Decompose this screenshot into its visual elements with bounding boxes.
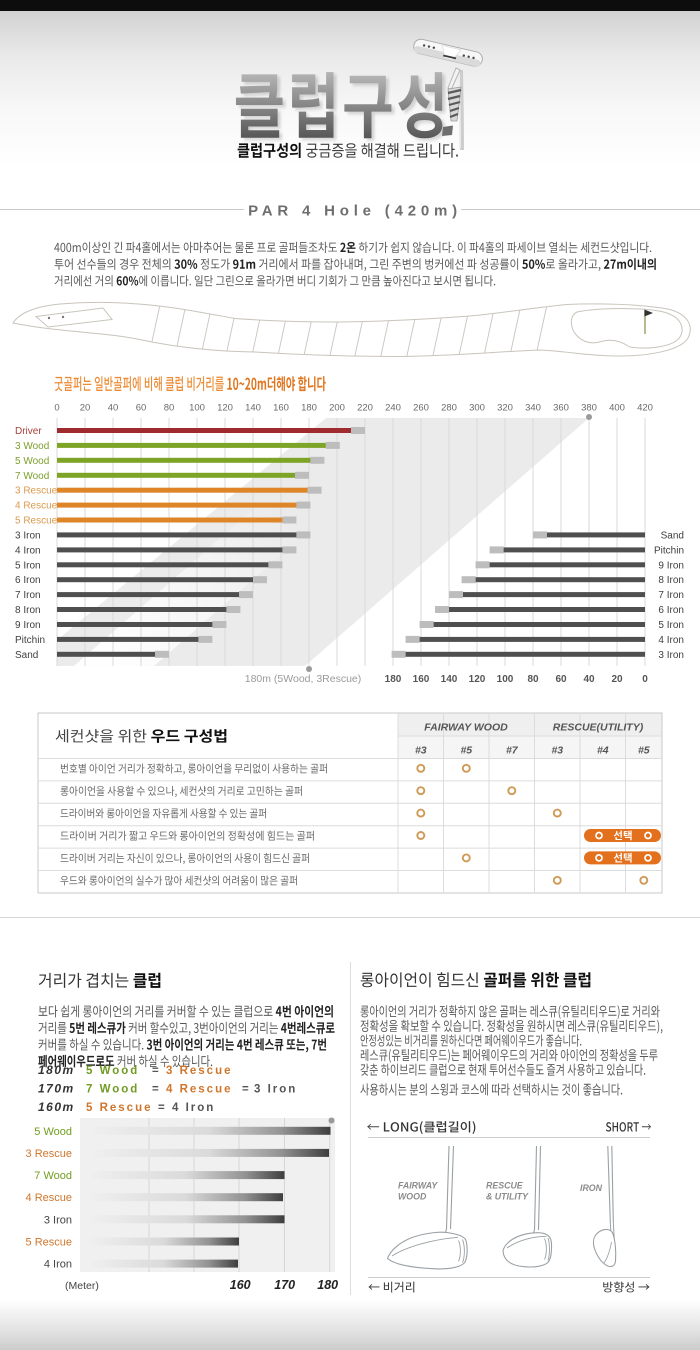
svg-text:#3: #3	[415, 745, 427, 757]
svg-text:340: 340	[525, 403, 541, 414]
svg-text:5 Wood: 5 Wood	[86, 1065, 139, 1077]
svg-text:=: =	[242, 1084, 249, 1096]
svg-text:FAIRWAY WOOD: FAIRWAY WOOD	[424, 722, 508, 734]
svg-text:240: 240	[385, 403, 401, 414]
svg-text:180: 180	[385, 674, 402, 685]
svg-text:3 Iron: 3 Iron	[44, 1214, 72, 1226]
svg-text:80: 80	[527, 674, 539, 685]
svg-text:4 Iron: 4 Iron	[15, 545, 41, 556]
svg-text:260: 260	[413, 403, 429, 414]
svg-text:200: 200	[329, 403, 345, 414]
svg-text:Pitchin: Pitchin	[654, 545, 684, 556]
svg-text:120: 120	[217, 403, 233, 414]
svg-text:4 Iron: 4 Iron	[658, 635, 684, 646]
svg-text:3 Iron: 3 Iron	[658, 650, 684, 661]
svg-text:360: 360	[553, 403, 569, 414]
svg-text:380: 380	[581, 403, 597, 414]
svg-text:140: 140	[245, 403, 261, 414]
svg-text:#3: #3	[551, 745, 563, 757]
svg-text:8 Iron: 8 Iron	[15, 605, 41, 616]
svg-text:7 Wood: 7 Wood	[34, 1170, 72, 1182]
svg-text:4 Iron: 4 Iron	[172, 1102, 215, 1114]
svg-text:320: 320	[497, 403, 513, 414]
svg-text:100: 100	[497, 674, 514, 685]
svg-text:3 Rescue: 3 Rescue	[166, 1065, 233, 1077]
svg-text:300: 300	[469, 403, 485, 414]
svg-text:5 Wood: 5 Wood	[15, 456, 49, 467]
svg-text:170m: 170m	[38, 1082, 75, 1096]
svg-text:0: 0	[642, 674, 648, 685]
svg-text:5 Rescue: 5 Rescue	[15, 516, 58, 527]
svg-text:0: 0	[54, 403, 59, 414]
svg-text:20: 20	[611, 674, 623, 685]
svg-text:7 Wood: 7 Wood	[86, 1084, 139, 1096]
svg-text:Driver: Driver	[15, 426, 42, 437]
svg-text:170: 170	[274, 1278, 295, 1292]
svg-text:#7: #7	[506, 745, 519, 757]
svg-text:140: 140	[441, 674, 458, 685]
svg-text:#4: #4	[597, 745, 609, 757]
svg-text:4 Iron: 4 Iron	[44, 1259, 72, 1271]
svg-text:Pitchin: Pitchin	[15, 635, 45, 646]
svg-text:60: 60	[136, 403, 147, 414]
svg-text:RESCUE: RESCUE	[486, 1181, 524, 1191]
svg-text:FAIRWAY: FAIRWAY	[398, 1181, 438, 1191]
svg-text:5 Rescue: 5 Rescue	[26, 1236, 72, 1248]
svg-text:3 Iron: 3 Iron	[254, 1084, 297, 1096]
svg-text:6 Iron: 6 Iron	[658, 605, 684, 616]
svg-text:160: 160	[273, 403, 289, 414]
svg-text:(Meter): (Meter)	[65, 1280, 99, 1292]
svg-text:40: 40	[108, 403, 119, 414]
svg-text:RESCUE(UTILITY): RESCUE(UTILITY)	[553, 722, 644, 734]
svg-text:4 Rescue: 4 Rescue	[166, 1084, 233, 1096]
svg-text:280: 280	[441, 403, 457, 414]
svg-text:9 Iron: 9 Iron	[658, 560, 684, 571]
svg-text:=: =	[152, 1065, 159, 1077]
svg-text:3 Wood: 3 Wood	[15, 441, 49, 452]
svg-text:160: 160	[230, 1278, 251, 1292]
svg-text:3 Rescue: 3 Rescue	[15, 486, 58, 497]
svg-text:180: 180	[301, 403, 317, 414]
svg-text:20: 20	[80, 403, 91, 414]
svg-text:60: 60	[555, 674, 567, 685]
svg-text:400: 400	[609, 403, 625, 414]
svg-text:#5: #5	[638, 745, 650, 757]
svg-text:40: 40	[583, 674, 595, 685]
svg-text:6 Iron: 6 Iron	[15, 575, 41, 586]
svg-text:5 Wood: 5 Wood	[34, 1126, 72, 1138]
svg-text:=: =	[152, 1084, 159, 1096]
svg-text:9 Iron: 9 Iron	[15, 620, 41, 631]
svg-text:180m: 180m	[38, 1063, 75, 1077]
svg-text:5 Iron: 5 Iron	[15, 560, 41, 571]
svg-text:420: 420	[637, 403, 653, 414]
svg-text:8 Iron: 8 Iron	[658, 575, 684, 586]
svg-text:Sand: Sand	[15, 650, 38, 661]
svg-text:180m (5Wood, 3Rescue): 180m (5Wood, 3Rescue)	[245, 673, 362, 685]
svg-text:3 Rescue: 3 Rescue	[26, 1148, 72, 1160]
svg-text:160: 160	[413, 674, 430, 685]
svg-text:4 Rescue: 4 Rescue	[26, 1192, 72, 1204]
svg-text:5 Rescue: 5 Rescue	[86, 1102, 153, 1114]
svg-text:180: 180	[317, 1278, 338, 1292]
svg-text:80: 80	[164, 403, 175, 414]
svg-text:#5: #5	[460, 745, 472, 757]
svg-text:5 Iron: 5 Iron	[658, 620, 684, 631]
svg-text:Sand: Sand	[661, 530, 684, 541]
svg-text:PAR 4 Hole (420m): PAR 4 Hole (420m)	[248, 203, 462, 220]
svg-text:7 Iron: 7 Iron	[15, 590, 41, 601]
svg-text:120: 120	[469, 674, 486, 685]
svg-text:& UTILITY: & UTILITY	[486, 1192, 529, 1202]
svg-text:4 Rescue: 4 Rescue	[15, 501, 58, 512]
svg-text:WOOD: WOOD	[398, 1192, 427, 1202]
svg-text:7 Iron: 7 Iron	[658, 590, 684, 601]
svg-text:3 Iron: 3 Iron	[15, 530, 41, 541]
svg-text:IRON: IRON	[580, 1183, 603, 1193]
svg-text:100: 100	[189, 403, 205, 414]
svg-text:220: 220	[357, 403, 373, 414]
svg-text:7 Wood: 7 Wood	[15, 471, 49, 482]
svg-text:160m: 160m	[38, 1100, 75, 1114]
svg-text:=: =	[158, 1102, 165, 1114]
